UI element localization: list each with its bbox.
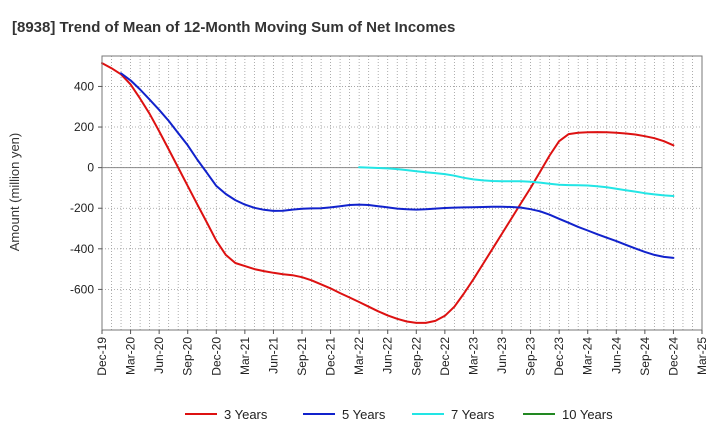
x-tick-label: Sep-23 [524,337,538,376]
x-tick-label: Mar-21 [238,337,252,375]
series-line-1 [101,62,675,324]
x-tick-label: Jun-21 [266,337,280,374]
x-tick-label: Mar-24 [581,337,595,375]
x-tick-label: Jun-22 [381,337,395,374]
x-tick-label: Mar-25 [695,337,709,375]
grid [102,56,702,330]
y-tick-label: -200 [70,201,94,215]
y-axis-ticks: 400 200 0 -200 -400 -600 [70,79,102,296]
x-axis-ticks: Dec-19 Mar-20 Jun-20 Sep-20 Dec-20 Mar-21 Jun-… [95,330,709,376]
legend-label-4: 10 Years [562,407,613,422]
x-tick-label: Dec-20 [209,337,223,376]
x-tick-label: Jun-20 [152,337,166,374]
legend-label-1: 3 Years [224,407,268,422]
y-tick-label: -400 [70,242,94,256]
legend: 3 Years 5 Years 7 Years 10 Years [185,407,613,422]
x-tick-label: Dec-19 [95,337,109,376]
legend-label-2: 5 Years [342,407,386,422]
x-tick-label: Dec-23 [552,337,566,376]
chart-title: [8938] Trend of Mean of 12-Month Moving … [12,19,455,36]
x-tick-label: Jun-23 [495,337,509,374]
x-tick-label: Sep-20 [181,337,195,376]
x-tick-label: Dec-22 [438,337,452,376]
series-line-3 [358,166,675,197]
x-tick-label: Sep-24 [638,337,652,376]
x-tick-label: Sep-22 [409,337,423,376]
plot-area [101,55,703,331]
x-tick-label: Sep-21 [295,337,309,376]
x-tick-label: Mar-22 [352,337,366,375]
y-tick-label: 400 [74,79,94,93]
series-line-2 [120,72,675,259]
y-tick-label: 0 [87,161,94,175]
series-lines [101,62,675,324]
x-tick-label: Dec-24 [666,337,680,376]
x-tick-label: Mar-20 [124,337,138,375]
y-tick-label: 200 [74,120,94,134]
y-axis-label: Amount (million yen) [7,133,22,252]
x-tick-label: Jun-24 [609,337,623,374]
y-tick-label: -600 [70,282,94,296]
x-tick-label: Mar-23 [466,337,480,375]
x-tick-label: Dec-21 [324,337,338,376]
legend-label-3: 7 Years [451,407,495,422]
